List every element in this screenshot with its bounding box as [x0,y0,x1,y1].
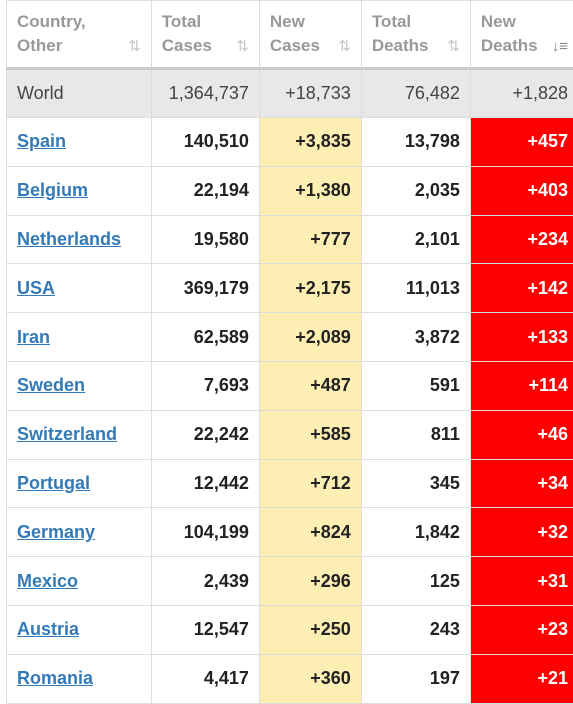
country-link[interactable]: Iran [17,327,50,347]
world-new-cases: +18,733 [259,69,361,118]
new-cases-cell: +296 [259,557,361,606]
sort-icon[interactable]: ⇅ [338,35,351,59]
country-link[interactable]: Spain [17,131,66,151]
country-cell: Switzerland [7,410,152,459]
country-link[interactable]: USA [17,278,55,298]
country-cell: Belgium [7,166,152,215]
total-cases-cell: 104,199 [151,508,259,557]
total-cases-cell: 12,442 [151,459,259,508]
country-cell: Netherlands [7,215,152,264]
country-link[interactable]: Austria [17,619,79,639]
world-total-cases: 1,364,737 [151,69,259,118]
new-cases-cell: +585 [259,410,361,459]
new-deaths-cell: +457 [470,118,573,167]
country-cell: Germany [7,508,152,557]
new-cases-cell: +2,175 [259,264,361,313]
new-deaths-cell: +403 [470,166,573,215]
sort-descending-icon[interactable]: ↓≡ [552,35,568,59]
total-deaths-cell: 3,872 [361,313,470,362]
country-link[interactable]: Netherlands [17,229,121,249]
total-deaths-cell: 811 [361,410,470,459]
new-deaths-cell: +23 [470,605,573,654]
total-cases-cell: 369,179 [151,264,259,313]
country-link[interactable]: Romania [17,668,93,688]
new-deaths-cell: +234 [470,215,573,264]
total-cases-cell: 22,194 [151,166,259,215]
total-cases-cell: 62,589 [151,313,259,362]
country-link[interactable]: Germany [17,522,95,542]
total-deaths-cell: 2,035 [361,166,470,215]
country-link[interactable]: Switzerland [17,424,117,444]
total-deaths-cell: 125 [361,557,470,606]
world-total-deaths: 76,482 [361,69,470,118]
total-deaths-cell: 345 [361,459,470,508]
total-deaths-cell: 13,798 [361,118,470,167]
new-deaths-cell: +114 [470,361,573,410]
world-new-deaths: +1,828 [470,69,573,118]
total-deaths-cell: 1,842 [361,508,470,557]
country-link[interactable]: Portugal [17,473,90,493]
sort-icon[interactable]: ⇅ [128,35,141,59]
total-deaths-cell: 2,101 [361,215,470,264]
country-link[interactable]: Mexico [17,571,78,591]
new-cases-cell: +1,380 [259,166,361,215]
new-deaths-cell: +133 [470,313,573,362]
total-cases-cell: 2,439 [151,557,259,606]
total-deaths-cell: 11,013 [361,264,470,313]
country-cell: Austria [7,605,152,654]
new-cases-cell: +777 [259,215,361,264]
new-deaths-cell: +46 [470,410,573,459]
country-cell: Portugal [7,459,152,508]
country-link[interactable]: Belgium [17,180,88,200]
new-cases-cell: +3,835 [259,118,361,167]
country-cell: Spain [7,118,152,167]
total-cases-cell: 12,547 [151,605,259,654]
new-cases-cell: +824 [259,508,361,557]
new-deaths-cell: +31 [470,557,573,606]
sort-icon[interactable]: ⇅ [447,35,460,59]
total-cases-cell: 22,242 [151,410,259,459]
total-cases-cell: 19,580 [151,215,259,264]
new-cases-cell: +250 [259,605,361,654]
total-deaths-cell: 243 [361,605,470,654]
country-cell: USA [7,264,152,313]
world-label: World [7,69,152,118]
new-deaths-cell: +142 [470,264,573,313]
country-cell: Sweden [7,361,152,410]
country-link[interactable]: Sweden [17,375,85,395]
new-cases-cell: +487 [259,361,361,410]
header-country-label: Country,Other [17,10,141,58]
header-country[interactable]: Country,Other ⇅ [7,1,152,69]
total-deaths-cell: 591 [361,361,470,410]
new-deaths-cell: +32 [470,508,573,557]
total-cases-cell: 140,510 [151,118,259,167]
world-total-row: World 1,364,737 +18,733 76,482 +1,828 [7,69,573,118]
new-cases-cell: +2,089 [259,313,361,362]
sort-icon[interactable]: ⇅ [236,35,249,59]
country-cell: Iran [7,313,152,362]
total-cases-cell: 7,693 [151,361,259,410]
new-deaths-cell: +34 [470,459,573,508]
new-cases-cell: +712 [259,459,361,508]
country-cell: Mexico [7,557,152,606]
